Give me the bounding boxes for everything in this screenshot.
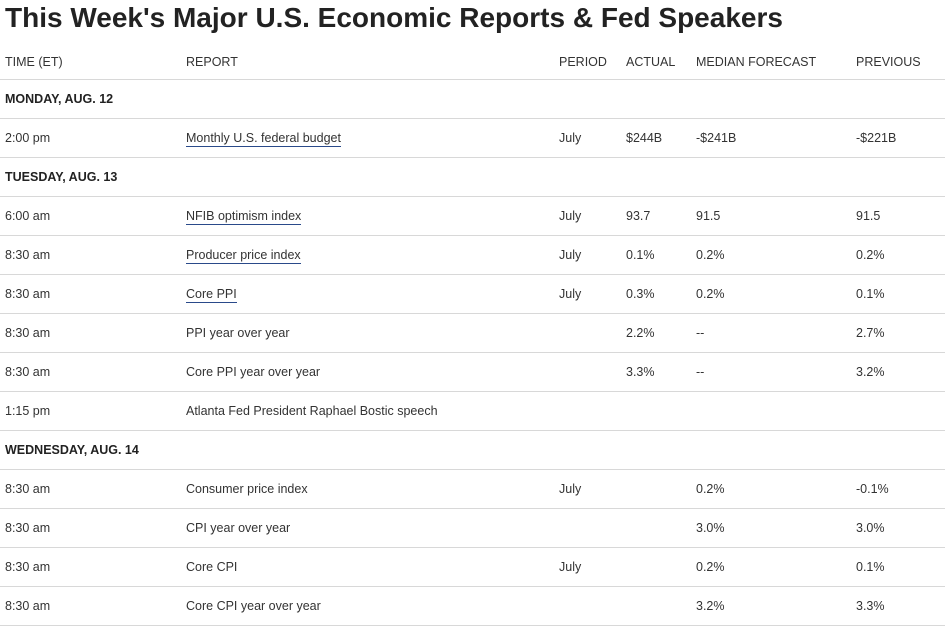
table-row: 8:30 am Core PPI year over year 3.3% -- 3.2% [0,352,945,392]
period-cell [554,313,621,353]
period-cell [554,508,621,548]
period-cell: July [554,547,621,587]
median-forecast-cell: -- [691,313,851,353]
report-cell: PPI year over year [181,313,554,353]
previous-cell: -0.1% [851,469,945,509]
report-cell: Core PPI [181,274,554,314]
report-cell: Core PPI year over year [181,352,554,392]
actual-cell: $244B [621,118,691,158]
report-link[interactable]: Monthly U.S. federal budget [186,131,341,147]
period-cell: July [554,274,621,314]
median-forecast-cell: 0.2% [691,547,851,587]
period-cell [554,352,621,392]
column-header-median-forecast: MEDIAN FORECAST [691,44,851,80]
median-forecast-cell [691,391,851,431]
median-forecast-cell: -- [691,352,851,392]
day-label: WEDNESDAY, AUG. 14 [0,430,945,470]
median-forecast-cell: 0.2% [691,235,851,275]
previous-cell: 3.2% [851,352,945,392]
time-cell: 8:30 am [0,352,181,392]
report-link[interactable]: Core PPI [186,287,237,303]
day-header-row: TUESDAY, AUG. 13 [0,157,945,197]
median-forecast-cell: 91.5 [691,196,851,236]
previous-cell: 3.3% [851,586,945,626]
actual-cell [621,586,691,626]
page-title: This Week's Major U.S. Economic Reports … [5,2,783,33]
header-row: TIME (ET) REPORT PERIOD ACTUAL MEDIAN FO… [0,44,945,80]
actual-cell [621,508,691,548]
table-row: 8:30 am Producer price index July 0.1% 0.2% 0… [0,235,945,275]
table-row: 8:30 am Core PPI July 0.3% 0.2% 0.1% [0,274,945,314]
time-cell: 8:30 am [0,547,181,587]
column-header-period: PERIOD [554,44,621,80]
time-cell: 8:30 am [0,469,181,509]
column-header-previous: PREVIOUS [851,44,945,80]
table-row: 6:00 am NFIB optimism index July 93.7 91.5 91… [0,196,945,236]
median-forecast-cell: -$241B [691,118,851,158]
report-cell: Core CPI year over year [181,586,554,626]
table-row: 2:00 pm Monthly U.S. federal budget July $2… [0,118,945,158]
table-header: TIME (ET) REPORT PERIOD ACTUAL MEDIAN FO… [0,44,945,80]
day-label: MONDAY, AUG. 12 [0,79,945,119]
actual-cell [621,469,691,509]
day-label: TUESDAY, AUG. 13 [0,157,945,197]
median-forecast-cell: 0.2% [691,469,851,509]
report-cell: NFIB optimism index [181,196,554,236]
previous-cell: 3.0% [851,508,945,548]
previous-cell: -$221B [851,118,945,158]
report-cell: Consumer price index [181,469,554,509]
period-cell [554,391,621,431]
day-header-row: WEDNESDAY, AUG. 14 [0,430,945,470]
actual-cell [621,391,691,431]
median-forecast-cell: 0.2% [691,274,851,314]
time-cell: 2:00 pm [0,118,181,158]
table-row: 1:15 pm Atlanta Fed President Raphael Bos… [0,391,945,431]
report-cell: Core CPI [181,547,554,587]
table-row: 8:30 am Core CPI July 0.2% 0.1% [0,547,945,587]
time-cell: 6:00 am [0,196,181,236]
previous-cell: 91.5 [851,196,945,236]
table-row: 8:30 am CPI year over year 3.0% 3.0% [0,508,945,548]
table-row: 8:30 am Consumer price index July 0.2% -0.1% [0,469,945,509]
time-cell: 8:30 am [0,586,181,626]
period-cell: July [554,196,621,236]
table-row: 8:30 am Core CPI year over year 3.2% 3.3% [0,586,945,626]
time-cell: 8:30 am [0,508,181,548]
actual-cell: 93.7 [621,196,691,236]
report-cell: CPI year over year [181,508,554,548]
previous-cell: 0.1% [851,274,945,314]
median-forecast-cell: 3.2% [691,586,851,626]
report-link[interactable]: Producer price index [186,248,301,264]
report-cell: Producer price index [181,235,554,275]
economic-calendar-table: TIME (ET) REPORT PERIOD ACTUAL MEDIAN FO… [0,44,945,626]
report-link[interactable]: NFIB optimism index [186,209,302,225]
previous-cell: 2.7% [851,313,945,353]
median-forecast-cell: 3.0% [691,508,851,548]
period-cell: July [554,469,621,509]
report-cell: Monthly U.S. federal budget [181,118,554,158]
table-row: 8:30 am PPI year over year 2.2% -- 2.7% [0,313,945,353]
previous-cell: 0.1% [851,547,945,587]
actual-cell [621,547,691,587]
report-cell: Atlanta Fed President Raphael Bostic spe… [181,391,554,431]
actual-cell: 3.3% [621,352,691,392]
column-header-time: TIME (ET) [0,44,181,80]
period-cell: July [554,235,621,275]
previous-cell [851,391,945,431]
table-body: MONDAY, AUG. 12 2:00 pm Monthly U.S. feder… [0,79,945,626]
time-cell: 1:15 pm [0,391,181,431]
period-cell [554,586,621,626]
period-cell: July [554,118,621,158]
time-cell: 8:30 am [0,313,181,353]
actual-cell: 0.1% [621,235,691,275]
time-cell: 8:30 am [0,235,181,275]
actual-cell: 0.3% [621,274,691,314]
day-header-row: MONDAY, AUG. 12 [0,79,945,119]
actual-cell: 2.2% [621,313,691,353]
previous-cell: 0.2% [851,235,945,275]
time-cell: 8:30 am [0,274,181,314]
column-header-actual: ACTUAL [621,44,691,80]
column-header-report: REPORT [181,44,554,80]
